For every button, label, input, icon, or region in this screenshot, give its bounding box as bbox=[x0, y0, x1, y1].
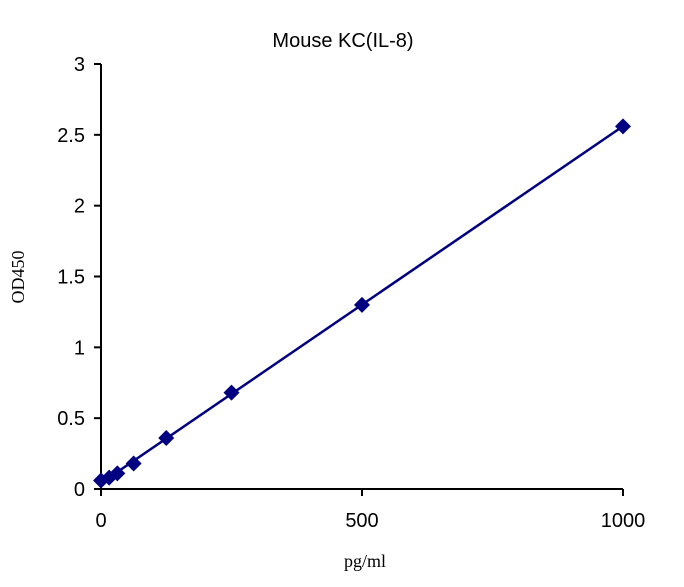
x-axis-label: pg/ml bbox=[344, 551, 386, 571]
x-tick-label: 0 bbox=[95, 510, 106, 532]
y-tick-label: 0.5 bbox=[57, 408, 85, 430]
y-tick-label: 3 bbox=[74, 54, 85, 76]
data-point bbox=[125, 455, 142, 472]
y-tick-label: 1.5 bbox=[57, 267, 85, 289]
y-tick-label: 2 bbox=[74, 196, 85, 218]
y-tick-label: 1 bbox=[74, 337, 85, 359]
y-tick-label: 0 bbox=[74, 479, 85, 501]
y-tick-label: 2.5 bbox=[57, 125, 85, 147]
y-axis-label: OD450 bbox=[8, 251, 28, 304]
data-point bbox=[109, 465, 126, 482]
data-point bbox=[158, 430, 175, 446]
data-point bbox=[223, 384, 240, 401]
data-point bbox=[354, 296, 370, 313]
data-point bbox=[615, 118, 631, 135]
chart-title: Mouse KC(IL-8) bbox=[272, 30, 413, 52]
x-tick-label: 1000 bbox=[601, 510, 646, 532]
x-tick-label: 500 bbox=[345, 510, 378, 532]
